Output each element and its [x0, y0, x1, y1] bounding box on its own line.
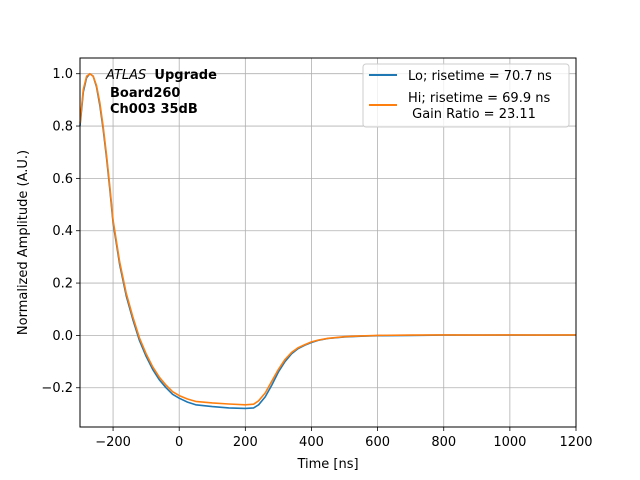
x-tick-label: 200 [233, 435, 258, 450]
x-tick-label: 1000 [493, 435, 526, 450]
legend-box [362, 63, 570, 128]
annotation-upgrade: Upgrade [154, 68, 217, 83]
y-tick-label: −0.2 [41, 381, 73, 396]
experiment-annotation: ATLAS Upgrade Board260 Ch003 35dB [105, 68, 217, 117]
legend-label-line: Gain Ratio = 23.11 [408, 107, 536, 122]
y-tick-label: 0.8 [52, 120, 73, 135]
axis-ticks: −200 0 200 400 600 800 1000 1200 −0.2 0.0 0.2 0.4 0.… [41, 67, 592, 450]
x-tick-label: 400 [299, 435, 324, 450]
legend-label-line: Lo; risetime = 70.7 ns [408, 69, 552, 84]
legend-label-hi: Hi; risetime = 69.9 ns Gain Ratio = 23.1… [408, 91, 550, 122]
x-tick-label: 0 [175, 435, 183, 450]
legend: Lo; risetime = 70.7 ns Hi; risetime = 69… [362, 63, 570, 128]
y-tick-label: 0.2 [52, 277, 73, 292]
y-axis-label: Normalized Amplitude (A.U.) [16, 150, 31, 335]
annotation-channel: Ch003 35dB [110, 102, 198, 117]
series-line-hi [79, 72, 577, 406]
x-tick-label: 600 [365, 435, 390, 450]
x-tick-label: 1200 [559, 435, 592, 450]
y-tick-label: 0.4 [52, 224, 73, 239]
legend-label-lo: Lo; risetime = 70.7 ns [408, 69, 552, 84]
series-layer [79, 72, 577, 410]
x-tick-label: 800 [431, 435, 456, 450]
annotation-board: Board260 [110, 86, 180, 101]
x-tick-label: −200 [95, 435, 131, 450]
legend-label-line: Hi; risetime = 69.9 ns [408, 91, 550, 106]
y-tick-label: 0.0 [52, 329, 73, 344]
annotation-line1: ATLAS Upgrade [105, 68, 217, 83]
y-tick-label: 1.0 [52, 67, 73, 82]
annotation-experiment: ATLAS [105, 68, 146, 83]
y-tick-label: 0.6 [52, 172, 73, 187]
x-axis-label: Time [ns] [296, 457, 358, 472]
plot-frame [79, 57, 577, 428]
